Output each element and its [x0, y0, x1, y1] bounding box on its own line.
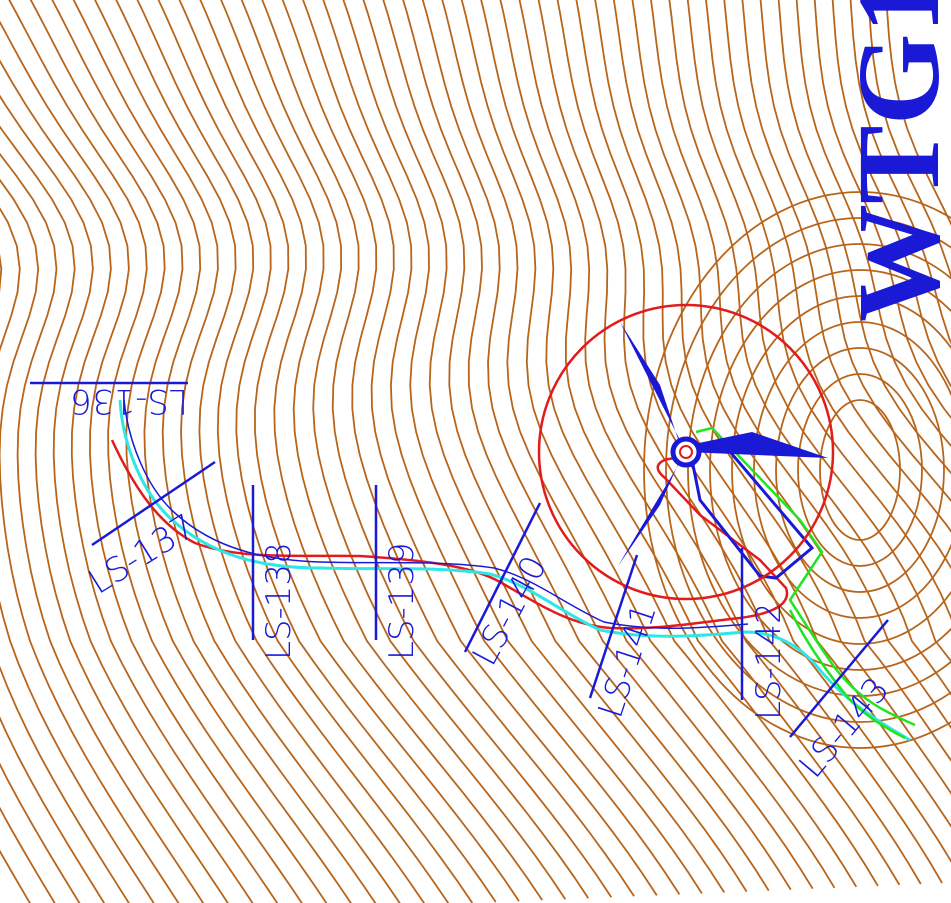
contour-line [612, 0, 951, 795]
contour-line [709, 269, 951, 671]
contour-line [723, 0, 951, 570]
contour-line [0, 94, 254, 903]
contour-line [480, 0, 858, 888]
contour-line [8, 0, 328, 903]
contour-line [753, 321, 951, 619]
contour-line [499, 0, 879, 887]
contour-line [199, 0, 543, 901]
contour-line [261, 0, 613, 898]
contour-line [0, 253, 130, 903]
contour-line [382, 0, 748, 893]
road-centerline-cyan [118, 399, 911, 742]
turbine-title: WTG12 [833, 0, 951, 322]
road-edge-green-2 [788, 609, 906, 740]
contour-line [518, 0, 901, 886]
contour-line [0, 152, 205, 903]
contour-line [115, 0, 450, 903]
contour-line [594, 0, 951, 828]
contour-line [665, 217, 951, 723]
contour-line [441, 0, 814, 890]
section-label-139: LS-139 [382, 542, 422, 660]
section-lines [30, 381, 889, 738]
contour-line [157, 0, 497, 903]
section-line-141 [588, 554, 639, 699]
road-edge-red [110, 439, 789, 630]
contour-line [741, 0, 951, 533]
section-line-137 [91, 460, 216, 547]
contour-line [537, 0, 922, 885]
road-edge-green [695, 426, 916, 727]
contour-line [0, 125, 229, 903]
wind-turbine-icon [618, 322, 828, 566]
section-label-138: LS-138 [259, 542, 299, 660]
turbine-hub-center [679, 445, 693, 459]
contour-line [402, 0, 770, 892]
contour-line [0, 59, 279, 903]
contour-line [795, 0, 951, 448]
contour-line [29, 0, 352, 903]
contour-line [220, 0, 567, 900]
contour-line [281, 0, 635, 897]
turbine-blade-right [686, 432, 828, 458]
contour-line [0, 716, 106, 903]
contour-line [302, 0, 658, 896]
road-edge-blue [123, 399, 749, 630]
contour-line [72, 0, 401, 903]
contour-line [831, 0, 951, 388]
contour-line [849, 0, 951, 345]
section-label-136: LS-136 [70, 381, 188, 421]
contour-line [797, 373, 923, 567]
contour-line [322, 0, 681, 895]
turbine-blade-bottom [618, 452, 686, 566]
contour-line [775, 347, 945, 593]
section-line-143 [789, 619, 889, 738]
contour-line [460, 0, 836, 889]
contour-line [813, 0, 951, 420]
access-road [110, 399, 916, 742]
contour-line [819, 399, 901, 541]
contour-line [421, 0, 792, 891]
contour-line [136, 0, 474, 903]
contour-line [777, 0, 951, 475]
turbine-blade-top [620, 322, 686, 452]
contour-line [687, 243, 951, 697]
contour-line [643, 191, 951, 749]
contour-line [178, 0, 520, 902]
rotor-swept-circle [537, 303, 835, 601]
contour-line [0, 20, 303, 903]
contour-line [342, 0, 703, 894]
contour-line [705, 0, 951, 621]
section-line-140 [463, 502, 542, 653]
contour-line [0, 178, 180, 903]
contour-line [240, 0, 590, 899]
contour-line [631, 0, 951, 762]
contour-line [0, 207, 155, 903]
contour-line [362, 0, 726, 893]
contour-line [759, 0, 951, 502]
contour-line [94, 0, 426, 903]
section-label-142: LS-142 [749, 602, 789, 720]
contour-line [51, 0, 377, 903]
contour-line [731, 295, 951, 645]
contour-line [885, 0, 951, 227]
contour-line [867, 0, 951, 280]
